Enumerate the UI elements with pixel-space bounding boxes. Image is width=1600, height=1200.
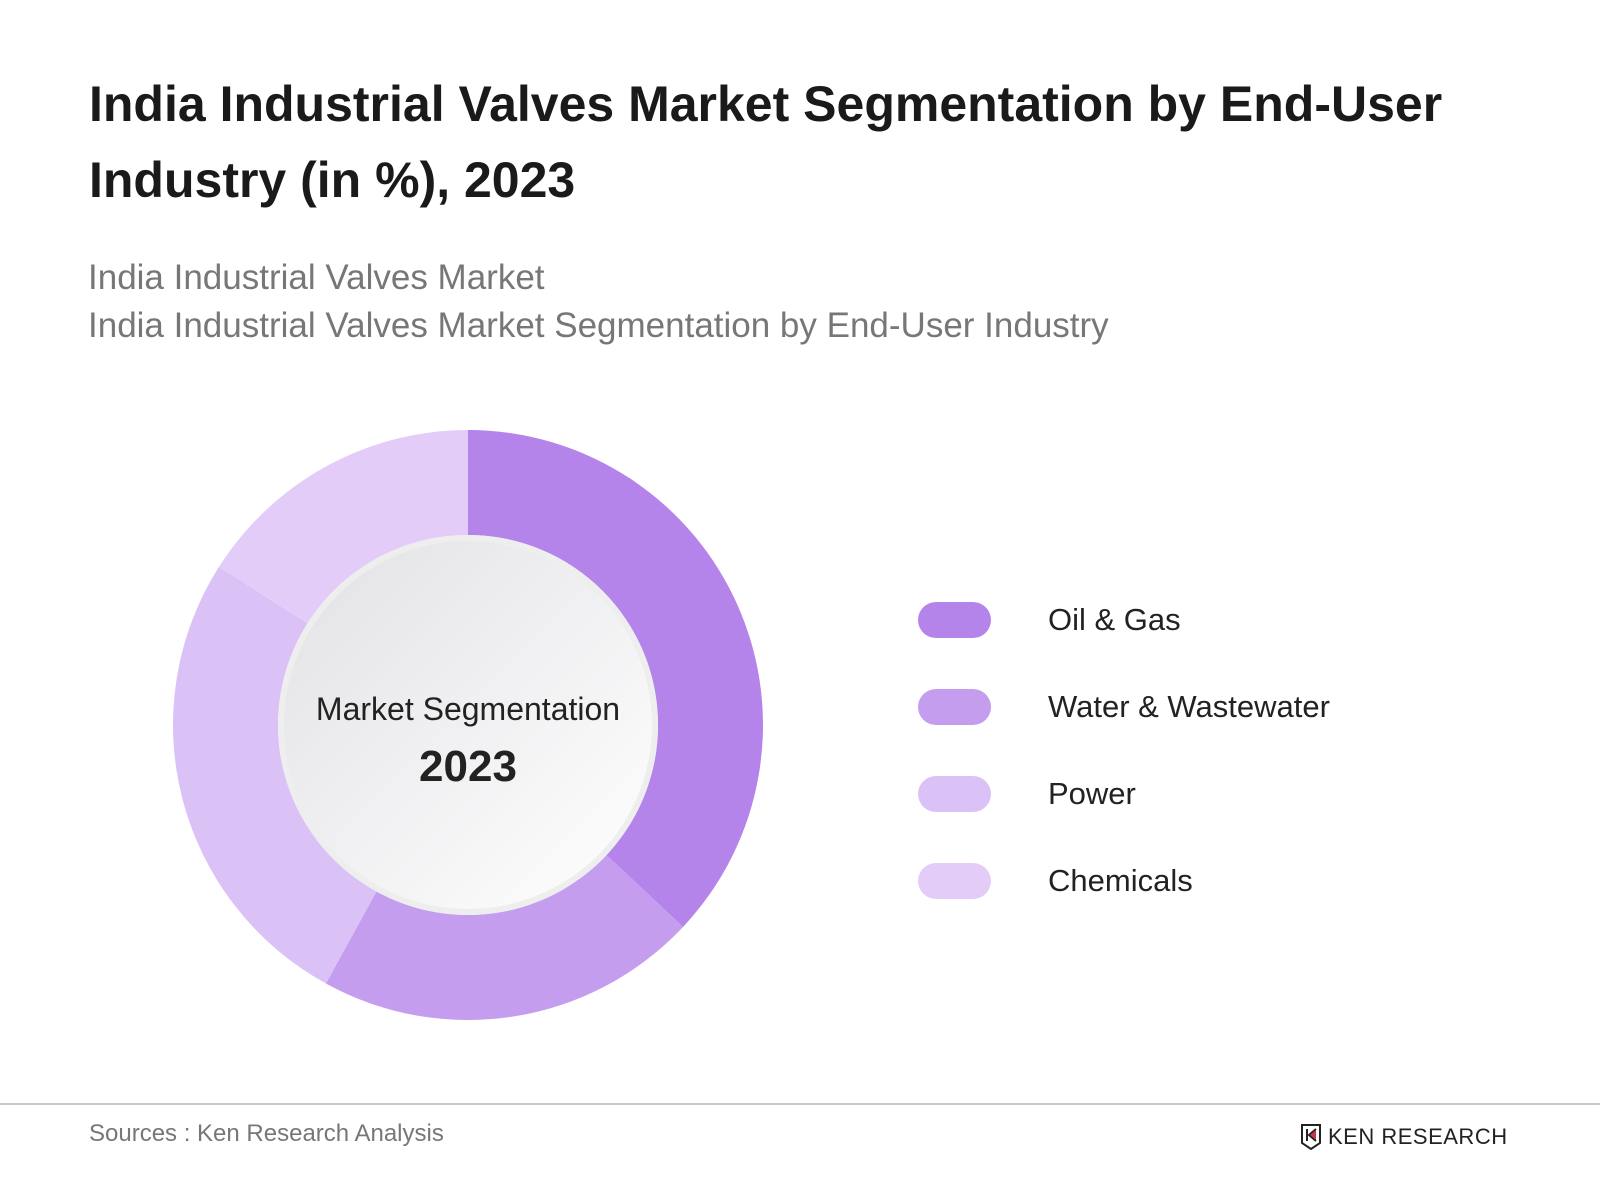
- slices: [172, 430, 763, 1020]
- chart-title: India Industrial Valves Market Segmentat…: [89, 76, 1443, 208]
- donut-chart: Market Segmentation 2023: [172, 430, 763, 1020]
- chart-subtitle: India Industrial Valves Market: [88, 258, 545, 297]
- logo-text: KEN RESEARCH: [1328, 1124, 1508, 1149]
- chart-subtitle-secondary: India Industrial Valves Market Segmentat…: [88, 306, 1109, 345]
- center-disc: [284, 541, 652, 909]
- footer-divider: [0, 1103, 1600, 1105]
- ken-research-logo: KEN RESEARCH: [1300, 1124, 1508, 1150]
- slice-water-wastewater: [325, 855, 684, 1020]
- legend-label: Power: [1048, 776, 1136, 811]
- legend-item: Chemicals: [918, 861, 1193, 901]
- ken-logo-icon: [1301, 1124, 1321, 1150]
- legend-label: Oil & Gas: [1048, 602, 1181, 637]
- legend-swatch: [918, 776, 991, 812]
- legend-label: Chemicals: [1048, 863, 1193, 898]
- legend-swatch: [918, 602, 991, 638]
- legend-swatch: [918, 863, 991, 899]
- legend-item: Water & Wastewater: [918, 687, 1330, 727]
- slice-oil-gas: [468, 430, 763, 927]
- center-value: 2023: [419, 742, 517, 791]
- center-label: Market Segmentation: [316, 691, 620, 727]
- legend-item: Oil & Gas: [918, 600, 1181, 640]
- slice-power: [172, 566, 377, 984]
- source-note: Sources : Ken Research Analysis: [89, 1120, 444, 1147]
- legend-label: Water & Wastewater: [1048, 689, 1330, 724]
- legend-swatch: [918, 689, 991, 725]
- slice-chemicals: [218, 430, 468, 624]
- legend-item: Power: [918, 774, 1136, 814]
